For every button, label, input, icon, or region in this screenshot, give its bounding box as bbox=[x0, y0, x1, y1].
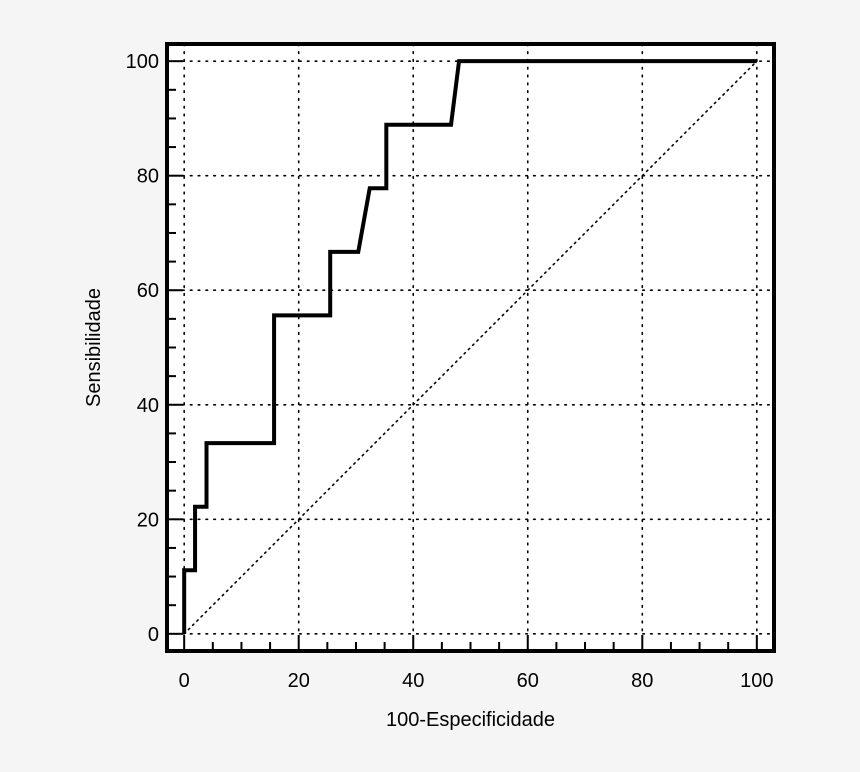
y-axis-title: Sensibilidade bbox=[83, 288, 105, 407]
y-tick-label: 80 bbox=[137, 166, 159, 188]
x-tick-label: 0 bbox=[179, 670, 190, 692]
y-tick-label: 100 bbox=[126, 51, 159, 73]
y-tick-label: 60 bbox=[137, 280, 159, 302]
roc-curve-line bbox=[182, 59, 757, 634]
x-axis-title: 100-Especificidade bbox=[386, 709, 555, 731]
x-tick-label: 60 bbox=[517, 670, 539, 692]
x-tick-label: 20 bbox=[288, 670, 310, 692]
x-tick-label: 40 bbox=[402, 670, 424, 692]
x-tick-label: 100 bbox=[740, 670, 773, 692]
series-layer bbox=[182, 59, 758, 635]
grid bbox=[166, 43, 775, 652]
ticks: 0 20 40 60 80 100 0 20 40 60 80 100 bbox=[126, 51, 774, 692]
y-tick-label: 0 bbox=[148, 624, 159, 646]
x-tick-label: 80 bbox=[631, 670, 653, 692]
y-tick-label: 40 bbox=[137, 395, 159, 417]
plot-area bbox=[167, 44, 774, 651]
y-tick-label: 20 bbox=[137, 509, 159, 531]
